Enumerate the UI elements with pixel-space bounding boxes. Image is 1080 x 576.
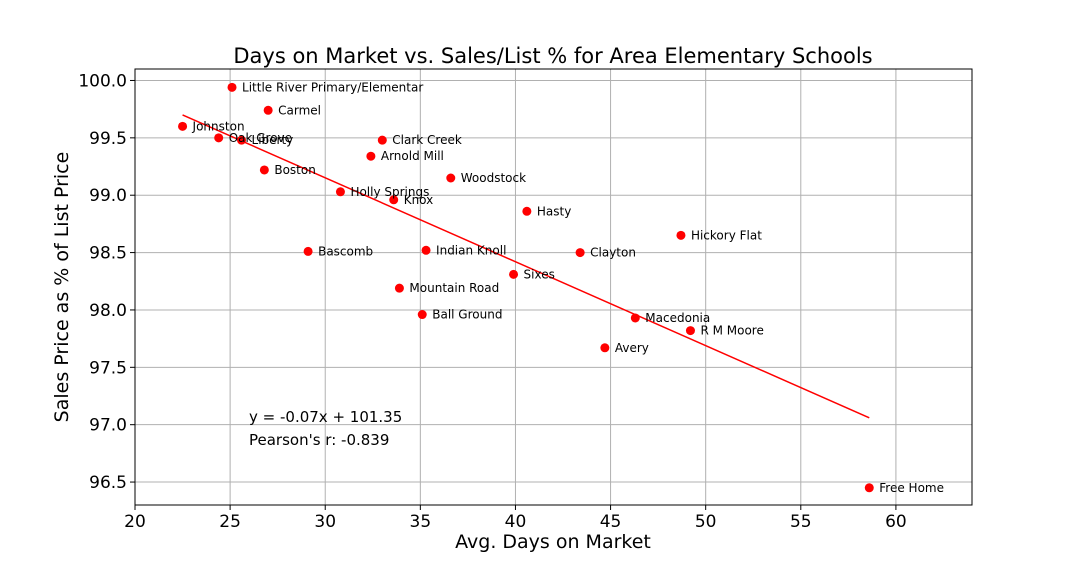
x-tick-label: 20	[124, 512, 146, 532]
grid	[134, 69, 972, 505]
x-tick-label: 25	[219, 512, 241, 532]
data-point-label: R M Moore	[700, 324, 763, 338]
y-tick-label: 99.5	[89, 129, 127, 149]
chart-title: Days on Market vs. Sales/List % for Area…	[233, 44, 872, 68]
y-tick-label: 98.0	[89, 301, 127, 321]
data-point	[237, 135, 247, 145]
data-point-label: Knox	[404, 193, 434, 207]
data-point	[214, 133, 224, 143]
point-labels-group: Little River Primary/Elementar Carmel John…	[192, 80, 944, 494]
points-group	[178, 82, 874, 493]
data-point	[600, 343, 610, 353]
data-point-label: Hickory Flat	[691, 228, 762, 242]
data-point	[335, 187, 345, 197]
y-tick-label: 100.0	[78, 71, 127, 91]
data-point-label: Johnston	[192, 119, 245, 133]
y-tick-label: 99.0	[89, 186, 127, 206]
data-point-label: Avery	[615, 341, 649, 355]
data-point	[366, 151, 376, 161]
data-point	[263, 105, 273, 115]
data-point-label: Indian Knoll	[436, 243, 506, 257]
data-point-label: Boston	[274, 163, 315, 177]
data-point-label: Hasty	[537, 204, 571, 218]
data-point-label: Sixes	[524, 267, 555, 281]
data-point-label: Woodstock	[461, 171, 526, 185]
data-point	[575, 248, 585, 258]
x-tick-label: 30	[314, 512, 336, 532]
x-axis-label: Avg. Days on Market	[455, 531, 651, 553]
data-point-label: Bascomb	[318, 244, 373, 258]
x-tick-label: 35	[410, 512, 432, 532]
trendline	[182, 114, 870, 419]
data-point	[685, 326, 695, 336]
y-axis-ticks: 96.5 97.0 97.5 98.0 98.5 99.0 99.5 100.0	[78, 71, 135, 493]
data-point	[417, 310, 427, 320]
pearson-annotation: Pearson's r: -0.839	[249, 431, 389, 449]
equation-annotation: y = -0.07x + 101.35	[249, 408, 402, 426]
y-tick-label: 97.0	[89, 416, 127, 436]
data-point	[522, 206, 532, 216]
data-point	[259, 165, 269, 175]
x-tick-label: 40	[505, 512, 527, 532]
x-tick-label: 60	[885, 512, 907, 532]
y-tick-label: 96.5	[89, 473, 127, 493]
data-point	[509, 269, 519, 279]
y-tick-label: 97.5	[89, 358, 127, 378]
data-point	[676, 230, 686, 240]
data-point	[394, 283, 404, 293]
data-point-label: Free Home	[879, 481, 944, 495]
data-point-label: Arnold Mill	[381, 149, 444, 163]
data-point-label: Ball Ground	[432, 308, 502, 322]
data-point-label: Carmel	[278, 103, 321, 117]
data-point-label: Oak Grove	[229, 131, 292, 145]
plot-frame	[134, 68, 973, 506]
data-point-label: Little River Primary/Elementar	[242, 80, 423, 94]
data-point	[630, 313, 640, 323]
data-point-label: Liberty	[252, 133, 294, 147]
data-point	[377, 135, 387, 145]
data-point	[389, 195, 399, 205]
data-point	[178, 121, 188, 131]
x-tick-label: 45	[600, 512, 622, 532]
data-point	[303, 246, 313, 256]
data-point-label: Clark Creek	[392, 133, 462, 147]
trendline-group	[182, 114, 870, 419]
data-point-label: Mountain Road	[409, 281, 499, 295]
x-tick-label: 55	[790, 512, 812, 532]
x-tick-label: 50	[695, 512, 717, 532]
data-point	[421, 245, 431, 255]
data-point	[864, 483, 874, 493]
data-point-label: Holly Springs	[350, 185, 429, 199]
y-axis-label: Sales Price as % of List Price	[51, 152, 73, 423]
data-point	[227, 82, 237, 92]
data-point-label: Clayton	[590, 246, 636, 260]
x-axis-ticks: 20 25 30 35 40 45 50 55 60	[124, 505, 907, 532]
data-point-label: Macedonia	[645, 311, 710, 325]
y-tick-label: 98.5	[89, 244, 127, 264]
data-point	[446, 173, 456, 183]
